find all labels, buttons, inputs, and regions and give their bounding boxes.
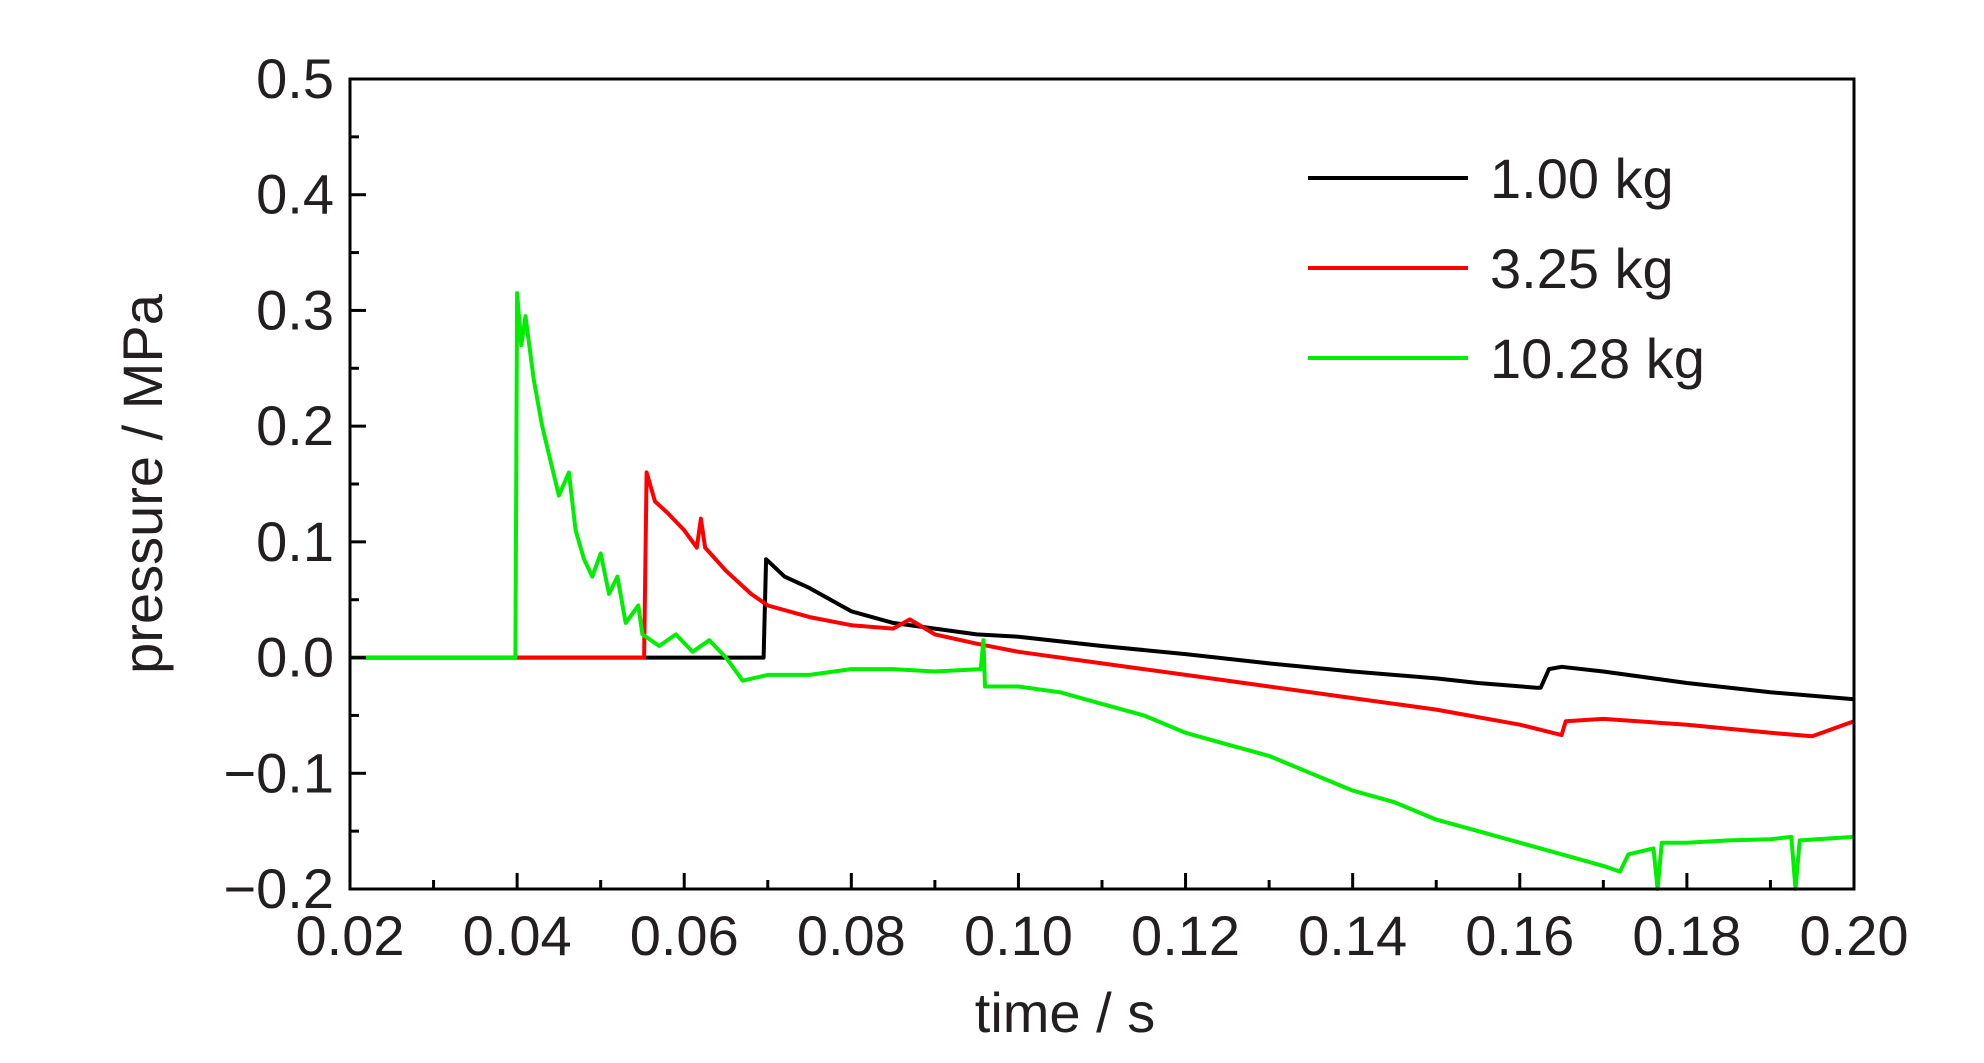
y-tick-label: 0.4 — [256, 163, 334, 226]
y-tick-label: −0.1 — [223, 741, 334, 804]
x-tick-labels: 0.02 0.04 0.06 0.08 0.10 0.12 0.14 0.16 0.18 0.20 — [296, 904, 1909, 967]
y-tick-label: −0.2 — [223, 857, 334, 920]
legend-label: 10.28 kg — [1490, 327, 1705, 390]
y-tick-labels: 0.5 0.4 0.3 0.2 0.1 0.0 −0.1 −0.2 — [223, 47, 334, 920]
x-tick-label: 0.02 — [296, 904, 405, 967]
legend: 1.00 kg 3.25 kg 10.28 kg — [1308, 147, 1705, 390]
y-tick-label: 0.3 — [256, 278, 334, 341]
legend-label: 1.00 kg — [1490, 147, 1674, 210]
y-tick-label: 0.5 — [256, 47, 334, 110]
series-line-1 — [350, 557, 1854, 702]
x-tick-label: 0.10 — [964, 904, 1073, 967]
x-tick-label: 0.14 — [1298, 904, 1407, 967]
x-tick-label: 0.04 — [463, 904, 572, 967]
series-line-2 — [350, 470, 1854, 739]
series-line-3 — [350, 291, 1854, 891]
x-axis-title: time / s — [975, 981, 1155, 1044]
y-tick-label: 0.2 — [256, 394, 334, 457]
ticks-layer — [348, 77, 1856, 891]
x-tick-label: 0.20 — [1800, 904, 1909, 967]
x-tick-label: 0.18 — [1632, 904, 1741, 967]
y-tick-label: 0.1 — [256, 510, 334, 573]
x-tick-label: 0.08 — [797, 904, 906, 967]
x-tick-label: 0.06 — [630, 904, 739, 967]
x-tick-label: 0.16 — [1465, 904, 1574, 967]
y-axis-title: pressure / MPa — [111, 293, 174, 674]
legend-label: 3.25 kg — [1490, 237, 1674, 300]
y-tick-label: 0.0 — [256, 626, 334, 689]
series-layer — [350, 291, 1854, 891]
x-tick-label: 0.12 — [1131, 904, 1240, 967]
